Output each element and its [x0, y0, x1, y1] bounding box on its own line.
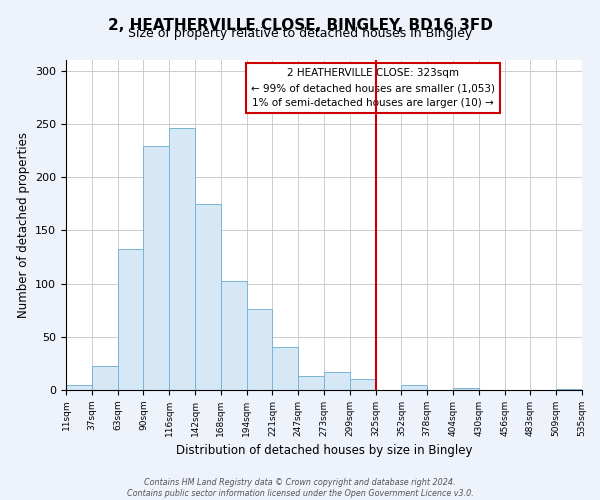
Text: Contains HM Land Registry data © Crown copyright and database right 2024.
Contai: Contains HM Land Registry data © Crown c…: [127, 478, 473, 498]
Bar: [298, 376, 324, 390]
Bar: [350, 380, 376, 390]
Bar: [221, 282, 247, 390]
Bar: [401, 384, 427, 390]
Bar: [453, 388, 479, 390]
Bar: [92, 366, 118, 390]
Bar: [118, 250, 143, 390]
Bar: [247, 309, 272, 390]
X-axis label: Distribution of detached houses by size in Bingley: Distribution of detached houses by size …: [176, 444, 472, 458]
Bar: [272, 348, 298, 390]
Bar: [66, 384, 92, 390]
Bar: [169, 128, 195, 390]
Bar: [143, 146, 169, 390]
Text: 2, HEATHERVILLE CLOSE, BINGLEY, BD16 3FD: 2, HEATHERVILLE CLOSE, BINGLEY, BD16 3FD: [107, 18, 493, 32]
Y-axis label: Number of detached properties: Number of detached properties: [17, 132, 29, 318]
Bar: [324, 372, 350, 390]
Bar: [195, 204, 221, 390]
Bar: [556, 389, 582, 390]
Text: 2 HEATHERVILLE CLOSE: 323sqm
← 99% of detached houses are smaller (1,053)
1% of : 2 HEATHERVILLE CLOSE: 323sqm ← 99% of de…: [251, 68, 495, 108]
Text: Size of property relative to detached houses in Bingley: Size of property relative to detached ho…: [128, 28, 472, 40]
